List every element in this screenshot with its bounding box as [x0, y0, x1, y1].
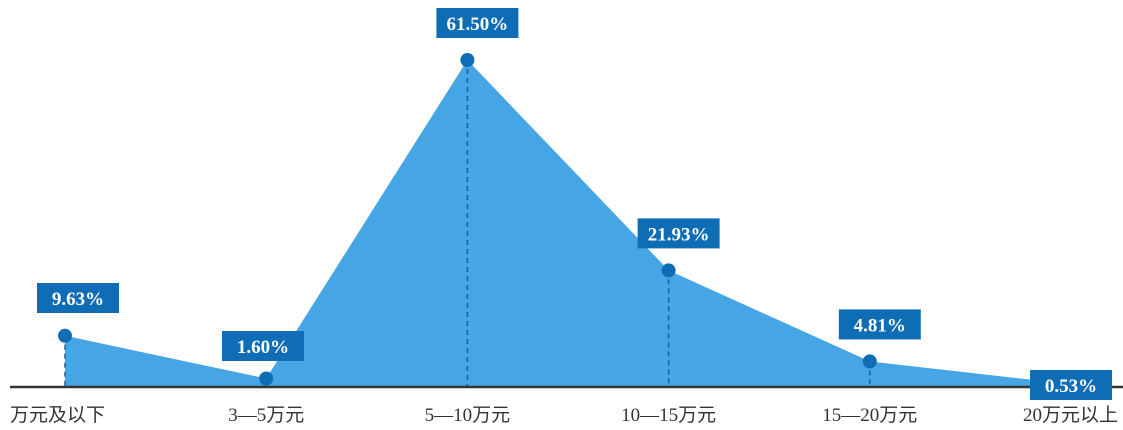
- data-label: 0.53%: [1030, 370, 1112, 400]
- data-label-text: 1.60%: [237, 337, 289, 358]
- data-labels: 9.63% 1.60% 61.50% 21.93% 4.81% 0.53%: [37, 8, 1112, 400]
- data-label-box: [436, 8, 519, 38]
- data-label-text: 4.81%: [854, 315, 906, 336]
- data-label-text: 21.93%: [648, 224, 710, 245]
- data-label-box: [37, 283, 119, 313]
- data-point: [259, 371, 274, 386]
- x-tick-label: 3—5万元: [228, 405, 304, 426]
- x-tick-label: 10—15万元: [621, 405, 716, 426]
- data-label: 21.93%: [637, 218, 720, 249]
- data-label-box: [838, 309, 921, 340]
- data-label: 4.81%: [838, 309, 921, 340]
- data-point: [862, 354, 877, 369]
- x-tick-label: 15—20万元: [822, 405, 917, 426]
- data-label-text: 0.53%: [1045, 376, 1097, 397]
- data-label-text: 61.50%: [447, 14, 509, 35]
- data-point: [460, 53, 475, 67]
- data-label: 9.63%: [37, 283, 119, 313]
- data-label: 1.60%: [222, 331, 304, 361]
- data-label: 61.50%: [436, 8, 519, 38]
- data-point: [661, 263, 676, 278]
- x-tick-label: 5—10万元: [425, 405, 511, 426]
- x-tick-label: 万元及以下: [10, 405, 105, 426]
- data-label-box: [1030, 370, 1112, 400]
- area-fill: [65, 60, 1071, 387]
- data-markers: [58, 53, 1078, 392]
- data-label-box: [222, 331, 304, 361]
- data-label-text: 9.63%: [52, 289, 104, 310]
- x-tick-labels: 万元及以下 3—5万元 5—10万元 10—15万元 15—20万元 20万元以上: [10, 404, 1118, 426]
- data-point: [58, 328, 72, 343]
- x-tick-label: 20万元以上: [1023, 404, 1118, 426]
- data-label-box: [637, 218, 720, 249]
